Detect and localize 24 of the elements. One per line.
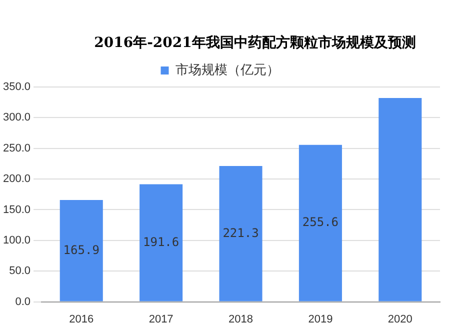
bar xyxy=(140,184,183,302)
y-tick-label: 250.0 xyxy=(2,142,31,154)
text: 221.3 xyxy=(222,226,259,240)
x-tick-label: 2016 xyxy=(69,313,94,326)
y-tick-label: 50.0 xyxy=(9,265,31,278)
y-tick-label: 200.0 xyxy=(2,173,31,186)
x-tick-label: 2018 xyxy=(228,313,254,326)
chart-title: 2016年-2021年我国中药配方颗粒市场规模及预测 xyxy=(93,34,417,53)
legend-label: 市场规模（亿元） xyxy=(175,62,280,78)
y-tick-label: 100.0 xyxy=(2,234,31,246)
text: 255.6 xyxy=(302,215,339,230)
y-tick-label: 350.0 xyxy=(2,81,31,94)
x-tick-label: 2020 xyxy=(388,313,412,326)
y-tick-label: 150.0 xyxy=(2,204,31,216)
text: 191.6 xyxy=(143,234,180,249)
bar xyxy=(60,200,103,302)
bar xyxy=(219,166,262,302)
bar xyxy=(298,144,342,302)
y-tick-label: 0.0 xyxy=(15,296,31,308)
text: 165.9 xyxy=(63,242,100,257)
x-tick-label: 2017 xyxy=(148,313,174,326)
x-tick-label: 2019 xyxy=(308,313,333,326)
bar xyxy=(378,98,422,302)
y-tick-label: 300.0 xyxy=(2,112,31,124)
